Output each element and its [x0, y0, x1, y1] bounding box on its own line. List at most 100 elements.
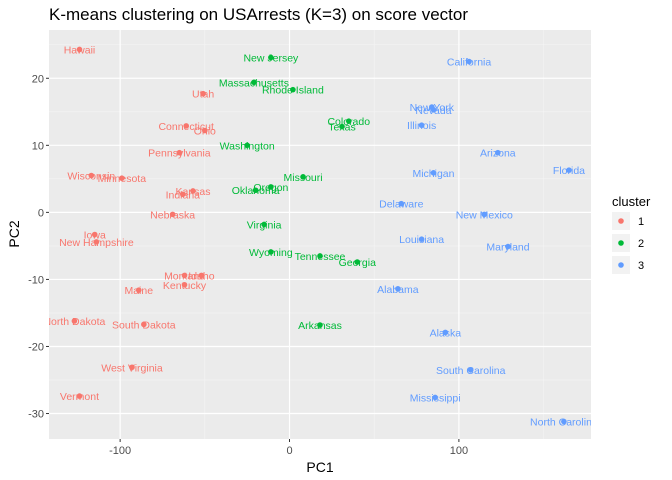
data-point [566, 167, 572, 173]
data-point [268, 54, 274, 61]
data-label: Indiana [166, 189, 201, 201]
data-point [261, 221, 267, 228]
legend-label: 3 [638, 260, 644, 272]
plot-panel [49, 30, 591, 439]
legend-label: 1 [638, 216, 644, 228]
data-point [268, 184, 274, 190]
data-point [317, 322, 323, 328]
data-label: Connecticut [158, 121, 214, 133]
data-label: Alabama [377, 284, 419, 296]
chart-title: K-means clustering on USArrests (K=3) on… [49, 5, 468, 24]
data-label: Texas [328, 122, 355, 134]
data-points [71, 46, 572, 425]
data-point [91, 231, 98, 238]
data-label: Nebraska [150, 209, 195, 221]
data-label: Wisconsin [67, 170, 115, 182]
data-label: Georgia [339, 257, 377, 269]
data-point [202, 127, 208, 134]
data-point [169, 211, 176, 218]
data-point [93, 239, 100, 245]
x-tick-label: 100 [450, 445, 468, 457]
legend: cluster 1 2 3 [612, 194, 651, 274]
data-point [418, 236, 425, 242]
y-axis: -30 -20 -10 0 10 20 [28, 73, 49, 421]
data-point [290, 86, 296, 93]
data-label: Rhode Island [262, 85, 324, 97]
data-label: Illinois [407, 120, 436, 132]
data-label: Kansas [175, 186, 210, 198]
data-point [180, 191, 186, 198]
data-label: Missouri [284, 172, 323, 184]
data-label: Virginia [247, 219, 282, 231]
x-tick-label: 0 [286, 445, 292, 457]
y-tick-label: -10 [28, 274, 44, 286]
data-point [398, 200, 405, 207]
data-point [395, 286, 401, 292]
x-tick-label: -100 [109, 445, 131, 457]
data-label: North Dakota [43, 316, 105, 328]
legend-key-dot [618, 218, 624, 224]
data-point [252, 187, 259, 194]
data-point [418, 122, 425, 129]
data-label: New Jersey [243, 52, 299, 64]
y-tick-label: -20 [28, 341, 44, 353]
data-point [198, 272, 205, 279]
data-label: Arizona [480, 148, 516, 160]
legend-label: 2 [638, 238, 644, 250]
y-axis-title: PC2 [6, 220, 22, 247]
data-label: Colorado [327, 116, 370, 128]
legend-title: cluster [612, 194, 651, 209]
data-point [345, 118, 352, 124]
data-label: Mississippi [410, 392, 461, 404]
data-label: South Dakota [112, 319, 176, 331]
data-label: Delaware [379, 199, 424, 211]
data-label: Wyoming [249, 247, 293, 259]
legend-key-dot [618, 262, 624, 268]
y-tick-label: 20 [32, 73, 44, 85]
data-label: Maine [124, 285, 153, 297]
data-point [467, 367, 474, 373]
data-label: Hawaii [64, 44, 96, 56]
data-label: New York [410, 102, 455, 114]
data-label: New Mexico [456, 209, 513, 221]
y-tick-label: 0 [38, 207, 44, 219]
data-label: Pennsylvania [148, 148, 211, 160]
data-point [561, 418, 567, 425]
data-point [76, 393, 83, 399]
data-label: Maryland [486, 242, 529, 254]
y-tick-label: 10 [32, 140, 44, 152]
data-point [481, 211, 488, 218]
data-label: Vermont [60, 391, 99, 403]
x-axis: -100 0 100 [109, 439, 468, 457]
data-point [466, 58, 472, 65]
data-label: Nevada [415, 105, 451, 117]
data-label: Utah [192, 89, 214, 101]
data-point [71, 318, 78, 324]
y-tick-label: -30 [28, 409, 44, 421]
data-label: Iowa [84, 230, 106, 242]
data-point [76, 46, 83, 53]
data-point [176, 149, 183, 156]
data-point [300, 174, 306, 180]
data-point [88, 172, 95, 179]
data-label: West Virginia [101, 362, 163, 374]
data-label: South Carolina [436, 365, 506, 377]
data-label: Washington [220, 140, 275, 152]
data-label: Minnesota [98, 173, 147, 185]
data-point [432, 394, 438, 401]
data-label: California [447, 57, 492, 69]
data-label: Montana [164, 270, 205, 282]
data-point [135, 287, 142, 293]
data-point [430, 170, 437, 176]
data-point [119, 175, 125, 181]
data-point [200, 90, 206, 97]
data-point [505, 243, 511, 250]
data-point [181, 281, 188, 288]
data-label: Massachusetts [219, 77, 289, 89]
data-point [339, 123, 345, 130]
data-label: North Carolina [530, 417, 598, 429]
data-label: Florida [553, 165, 585, 177]
data-label: Oklahoma [232, 185, 280, 197]
